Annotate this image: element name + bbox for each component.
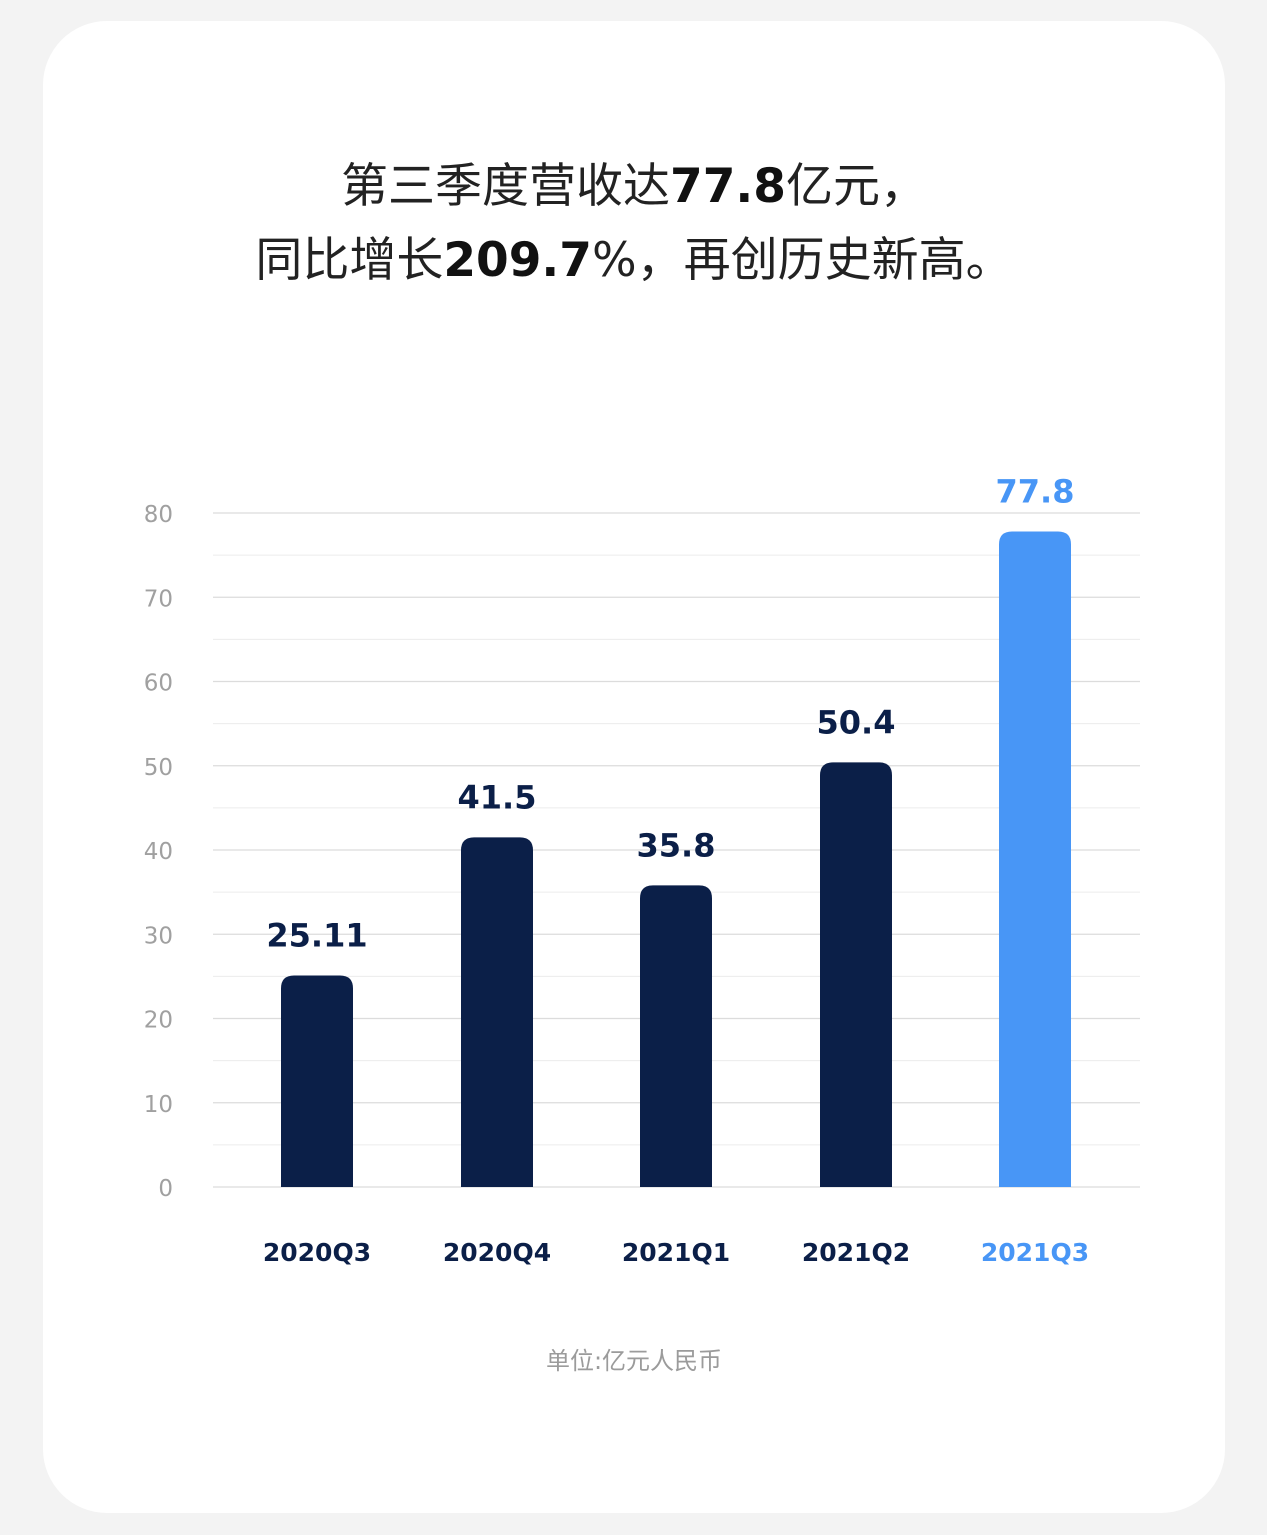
headline-revenue-value: 77.8: [670, 159, 786, 214]
value-label: 77.8: [996, 473, 1075, 511]
y-tick-label: 20: [144, 1008, 173, 1034]
category-label: 2021Q2: [802, 1238, 910, 1267]
y-tick-label: 60: [144, 671, 173, 697]
y-tick-label: 80: [144, 502, 173, 528]
headline-line-2: 同比增长209.7%，再创历史新高。: [43, 237, 1225, 284]
value-label: 50.4: [817, 703, 896, 741]
value-label: 25.11: [266, 916, 367, 954]
y-tick-label: 30: [144, 923, 173, 949]
y-tick-label: 40: [144, 839, 173, 865]
category-label: 2021Q1: [622, 1238, 730, 1267]
headline-line2-suffix: %，再创历史新高。: [592, 233, 1013, 288]
value-label: 35.8: [637, 826, 716, 864]
unit-note: 单位:亿元人民币: [545, 1347, 723, 1375]
headline-line1-suffix: 亿元，: [785, 159, 927, 214]
bar-2021Q1: [640, 885, 712, 1187]
bar-2021Q3: [999, 531, 1071, 1187]
value-label: 41.5: [458, 778, 537, 816]
y-tick-label: 50: [144, 755, 173, 781]
bar-2021Q2: [820, 762, 892, 1187]
y-tick-label: 70: [144, 586, 173, 612]
bar-2020Q3: [281, 975, 353, 1187]
headline-line1-prefix: 第三季度营收达: [341, 159, 671, 214]
bar-2020Q4: [461, 837, 533, 1187]
headline-line2-prefix: 同比增长: [255, 233, 444, 288]
category-label: 2021Q3: [981, 1238, 1089, 1267]
y-tick-label: 10: [144, 1092, 173, 1118]
category-label: 2020Q4: [443, 1238, 551, 1267]
headline-line-1: 第三季度营收达77.8亿元，: [43, 163, 1225, 210]
category-label: 2020Q3: [263, 1238, 371, 1267]
y-tick-label: 0: [158, 1176, 173, 1202]
headline-growth-value: 209.7: [443, 233, 592, 288]
